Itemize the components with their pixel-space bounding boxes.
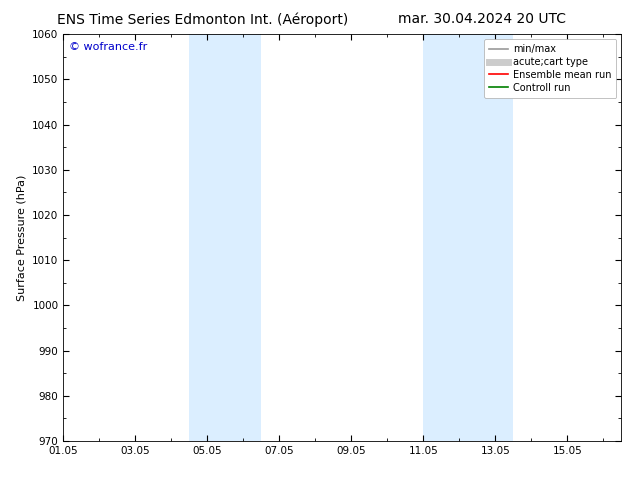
Y-axis label: Surface Pressure (hPa): Surface Pressure (hPa) — [16, 174, 27, 301]
Bar — [190, 34, 261, 441]
Bar — [424, 34, 514, 441]
Text: ENS Time Series Edmonton Int. (Aéroport): ENS Time Series Edmonton Int. (Aéroport) — [57, 12, 349, 27]
Text: mar. 30.04.2024 20 UTC: mar. 30.04.2024 20 UTC — [398, 12, 566, 26]
Legend: min/max, acute;cart type, Ensemble mean run, Controll run: min/max, acute;cart type, Ensemble mean … — [484, 39, 616, 98]
Text: © wofrance.fr: © wofrance.fr — [69, 43, 147, 52]
